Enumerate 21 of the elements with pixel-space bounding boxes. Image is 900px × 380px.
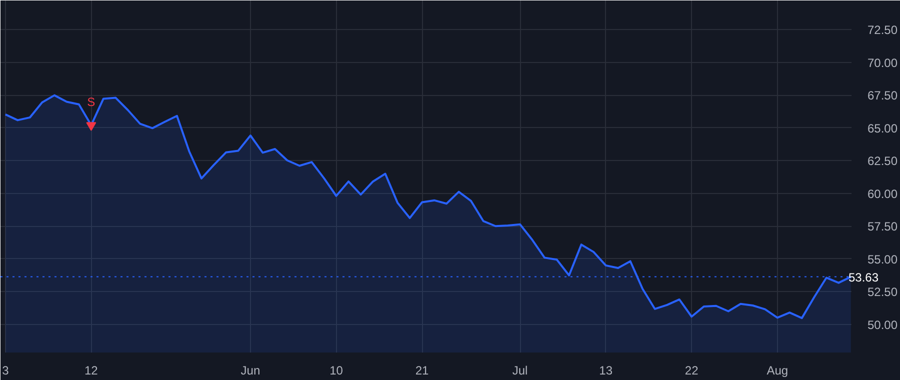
x-tick-label: 22 xyxy=(684,364,699,378)
y-tick-label: 60.00 xyxy=(868,186,898,201)
annotation: S xyxy=(87,95,96,110)
y-tick-label: 50.00 xyxy=(868,318,898,332)
x-tick-label: Jul xyxy=(512,364,528,378)
x-tick-label: 3 xyxy=(2,364,10,378)
y-tick-label: 70.00 xyxy=(868,56,898,70)
x-tick-label: Aug xyxy=(766,364,788,378)
y-tick-label: 67.50 xyxy=(868,88,898,103)
x-tick-label: 13 xyxy=(599,364,613,378)
y-tick-label: 62.50 xyxy=(868,154,898,168)
y-tick-label: 55.00 xyxy=(868,252,898,266)
x-tick-label: 12 xyxy=(84,364,98,378)
ref-line-label: 53.63 xyxy=(848,270,879,284)
y-tick-label: 72.50 xyxy=(868,23,898,38)
x-tick-label: 21 xyxy=(415,364,430,378)
y-tick-label: 65.00 xyxy=(868,121,898,136)
y-tick-label: 57.50 xyxy=(868,220,898,234)
x-tick-label: 10 xyxy=(330,364,344,378)
x-tick-label: Jun xyxy=(240,364,260,378)
y-tick-label: 52.50 xyxy=(868,285,898,300)
